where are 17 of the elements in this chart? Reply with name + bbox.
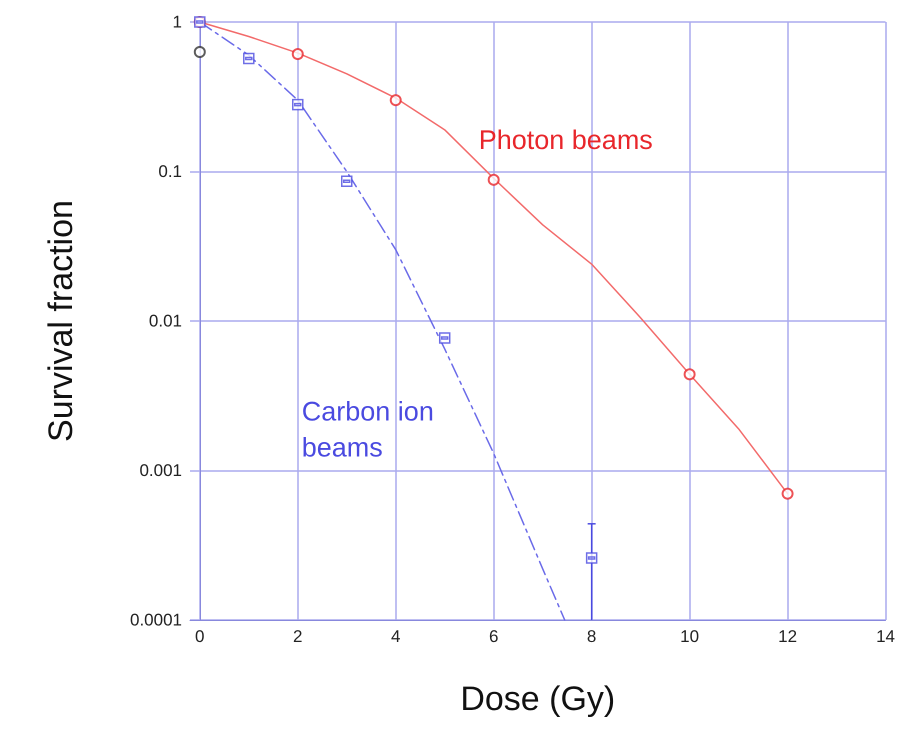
series-label: Photon beams <box>478 124 653 155</box>
y-tick-label: 0.01 <box>148 312 182 330</box>
x-axis-title: Dose (Gy) <box>460 680 616 718</box>
x-tick-label: 4 <box>390 627 400 646</box>
series-label: Carbon ion beams <box>302 396 442 462</box>
y-tick-label: 0.1 <box>158 162 182 181</box>
y-tick-label: 0.0001 <box>130 610 182 630</box>
x-tick-label: 0 <box>195 627 205 646</box>
y-axis-title: Survival fraction <box>42 200 80 442</box>
x-tick-label: 2 <box>293 627 302 646</box>
x-tick-label: 14 <box>876 627 896 646</box>
x-tick-label: 8 <box>586 627 596 646</box>
x-tick-label: 6 <box>488 627 498 646</box>
x-tick-label: 10 <box>680 627 700 646</box>
x-tick-label: 12 <box>778 627 798 646</box>
y-tick-label: 0.001 <box>139 461 182 480</box>
y-tick-label: 1 <box>172 12 182 32</box>
